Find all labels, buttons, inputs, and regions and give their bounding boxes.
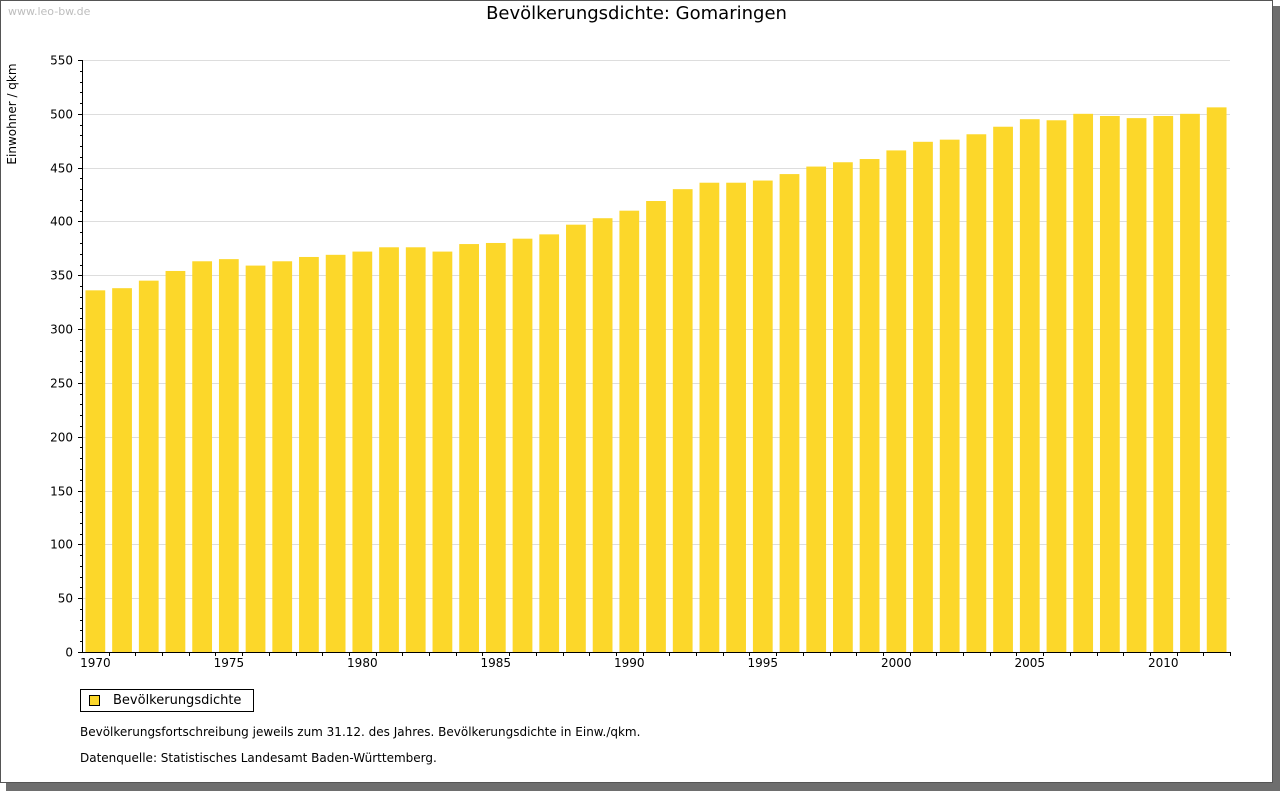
bar-1974 xyxy=(192,261,213,652)
y-tick-label: 450 xyxy=(50,162,73,176)
bar-2012 xyxy=(1206,107,1227,653)
legend-label: Bevölkerungsdichte xyxy=(113,693,242,708)
y-tick-label: 400 xyxy=(50,215,73,229)
bar-1979 xyxy=(325,254,346,652)
bar-2009 xyxy=(1126,118,1147,653)
frame-shadow-right xyxy=(1273,6,1280,791)
bar-1993 xyxy=(699,182,720,652)
bar-1990 xyxy=(619,210,640,652)
x-tick-label: 1990 xyxy=(614,656,645,670)
bar-1978 xyxy=(299,256,319,652)
y-tick-label: 0 xyxy=(65,646,73,660)
bar-2002 xyxy=(939,139,960,652)
x-tick-label: 1970 xyxy=(80,656,111,670)
bar-2007 xyxy=(1073,113,1094,652)
bar-1989 xyxy=(592,218,613,653)
bar-1998 xyxy=(833,162,853,652)
bar-1986 xyxy=(512,238,533,652)
x-tick-label: 1975 xyxy=(214,656,245,670)
bar-2004 xyxy=(993,126,1013,653)
bar-1975 xyxy=(218,259,239,652)
x-tick-label: 1980 xyxy=(347,656,378,670)
bar-1996 xyxy=(779,174,800,652)
bar-1976 xyxy=(245,265,266,652)
bar-1985 xyxy=(485,242,506,653)
bar-1983 xyxy=(432,251,453,652)
x-tick-label: 2000 xyxy=(881,656,912,670)
bar-2003 xyxy=(966,134,987,652)
bar-1992 xyxy=(672,189,693,652)
y-tick-label: 500 xyxy=(50,108,73,122)
bar-1973 xyxy=(165,270,186,652)
bar-1982 xyxy=(405,247,426,653)
x-tick-label: 1985 xyxy=(481,656,512,670)
bar-2000 xyxy=(886,150,907,652)
bar-2006 xyxy=(1046,120,1067,652)
x-tick-label: 1995 xyxy=(748,656,779,670)
x-tick-label: 2005 xyxy=(1014,656,1045,670)
bar-1991 xyxy=(646,201,666,652)
bar-2005 xyxy=(1019,119,1040,652)
bar-1984 xyxy=(459,244,479,652)
y-tick-label: 250 xyxy=(50,377,73,391)
bar-1995 xyxy=(752,180,773,653)
frame-shadow-bottom xyxy=(6,783,1280,791)
bar-2008 xyxy=(1099,115,1120,653)
y-tick-label: 550 xyxy=(50,54,73,68)
chart-title: Bevölkerungsdichte: Gomaringen xyxy=(486,3,787,24)
bar-2001 xyxy=(913,141,933,653)
legend-swatch xyxy=(89,695,100,706)
y-tick-label: 350 xyxy=(50,269,73,283)
bar-1988 xyxy=(566,224,586,652)
bar-1972 xyxy=(138,280,159,652)
footnote-1: Bevölkerungsfortschreibung jeweils zum 3… xyxy=(80,725,641,739)
bar-1981 xyxy=(379,247,399,653)
bar-1970 xyxy=(85,290,106,652)
bar-1987 xyxy=(539,234,560,652)
bar-2011 xyxy=(1180,113,1200,652)
y-tick-label: 300 xyxy=(50,323,73,337)
x-tick-label: 2010 xyxy=(1148,656,1179,670)
bar-1997 xyxy=(806,166,827,652)
bar-1977 xyxy=(272,261,293,652)
y-tick-label: 150 xyxy=(50,485,73,499)
bar-1980 xyxy=(352,251,373,652)
bar-1994 xyxy=(726,182,746,652)
y-tick-label: 200 xyxy=(50,431,73,445)
legend: Bevölkerungsdichte xyxy=(80,689,254,712)
bar-1971 xyxy=(112,288,132,652)
bar-chart: 0 50 100 150 200 250 300 350 400 450 500 550 1970 197… xyxy=(50,54,1231,670)
bar-1999 xyxy=(859,159,880,652)
y-tick-label: 50 xyxy=(58,592,73,606)
watermark: www.leo-bw.de xyxy=(8,5,91,18)
bar-2010 xyxy=(1153,115,1174,653)
y-tick-label: 100 xyxy=(50,538,73,552)
footnote-2: Datenquelle: Statistisches Landesamt Bad… xyxy=(80,751,437,765)
